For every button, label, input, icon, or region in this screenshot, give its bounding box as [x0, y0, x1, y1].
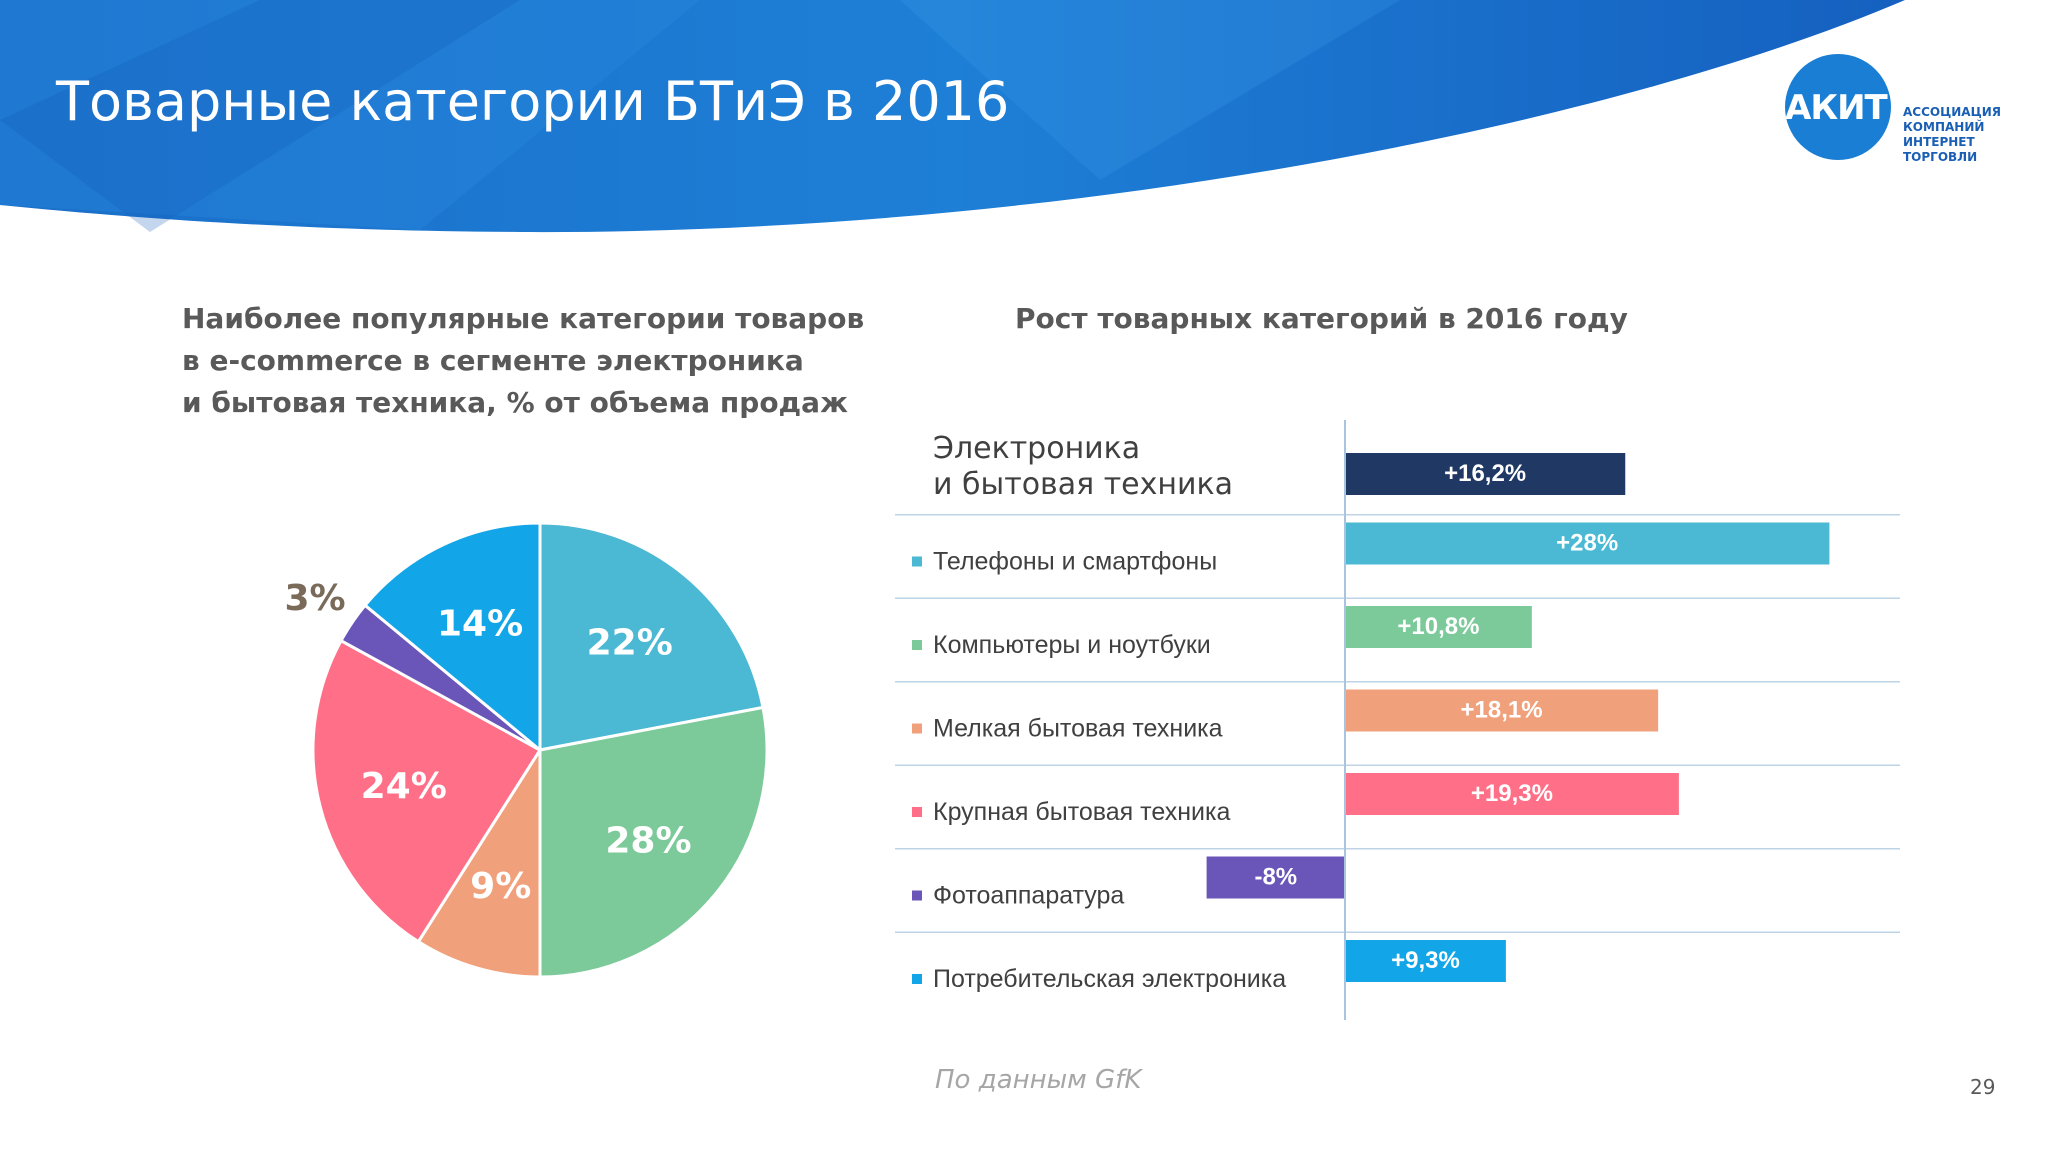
legend-marker: [912, 556, 922, 567]
page-number: 29: [1970, 1075, 1996, 1099]
pie-title-line: и бытовая техника, % от объема продаж: [182, 386, 848, 419]
bar: [1345, 773, 1679, 815]
bar-value-label: +18,1%: [1461, 697, 1543, 724]
pie-title-line: Наиболее популярные категории товаров: [182, 302, 865, 335]
bar: [1345, 940, 1506, 982]
header-banner: [0, 0, 1905, 233]
bar-value-label: +9,3%: [1391, 947, 1460, 974]
bar-title-line: Рост товарных категорий в 2016 году: [1015, 302, 1628, 335]
pie-title-line: в e-commerce в сегменте электроника: [182, 344, 804, 377]
bar-value-label: +16,2%: [1444, 460, 1526, 487]
akit-logo: АКИТ АССОЦИАЦИЯ КОМПАНИЙ ИНТЕРНЕТ ТОРГОВ…: [1785, 50, 2015, 170]
legend-marker: [912, 890, 922, 901]
pie-chart-title: Наиболее популярные категории товаров в …: [182, 298, 864, 424]
legend-marker: [912, 807, 922, 817]
pie-slice-label: 24%: [361, 766, 447, 807]
bar: [1345, 453, 1626, 495]
bar-category-label: Мелкая бытовая техника: [933, 715, 1223, 743]
pie-slice-label: 14%: [437, 604, 523, 645]
pie-slice-label: 28%: [605, 821, 691, 862]
bar-category-label: Компьютеры и ноутбуки: [933, 631, 1211, 659]
logo-mark-icon: [1785, 54, 1891, 160]
bar: [1206, 856, 1345, 899]
bar-category-label: Крупная бытовая техника: [933, 798, 1230, 826]
bar-chart-title: Рост товарных категорий в 2016 году: [1015, 298, 1628, 340]
logo-mark-text: АКИТ: [1785, 88, 1888, 128]
bar: [1345, 522, 1830, 565]
logo-line: ИНТЕРНЕТ: [1903, 135, 1975, 149]
bar-value-label: +28%: [1556, 530, 1618, 557]
legend-marker: [912, 723, 922, 734]
bar-value-label: +10,8%: [1397, 613, 1479, 640]
pie-slice-label: 9%: [470, 866, 531, 907]
bar: [1345, 606, 1532, 648]
bar: [1345, 689, 1659, 732]
slide-title: Товарные категории БТиЭ в 2016: [56, 70, 1010, 133]
logo-line: ТОРГОВЛИ: [1903, 150, 1978, 164]
bar-value-label: -8%: [1254, 864, 1297, 891]
source-note: По данным GfK: [935, 1065, 1142, 1095]
logo-subtitle: АССОЦИАЦИЯ КОМПАНИЙ ИНТЕРНЕТ ТОРГОВЛИ: [1903, 105, 2013, 165]
pie-slice: [362, 521, 542, 754]
pie-slice: [311, 638, 543, 944]
pie-chart: 22% 28% 9% 24% 3% 14%: [284, 521, 769, 979]
pie-slice: [416, 744, 542, 979]
pie-slice-label: 22%: [587, 623, 673, 664]
pie-slice: [538, 521, 765, 752]
logo-line: АССОЦИАЦИЯ: [1903, 105, 2001, 119]
legend-marker: [912, 974, 922, 984]
bar-category-label: Телефоны и смартфоны: [933, 548, 1217, 576]
bar-category-label: и бытовая техника: [933, 467, 1233, 502]
legend-marker: [912, 640, 922, 650]
pie-slice-label: 3%: [284, 578, 345, 619]
bar-value-label: +19,3%: [1471, 780, 1553, 807]
bar-category-label: Потребительская электроника: [933, 965, 1286, 993]
bar-category-label: Фотоаппаратура: [933, 882, 1124, 910]
logo-line: КОМПАНИЙ: [1903, 120, 1985, 134]
pie-slice: [538, 705, 769, 979]
bar-category-label: Электроника: [933, 431, 1140, 466]
